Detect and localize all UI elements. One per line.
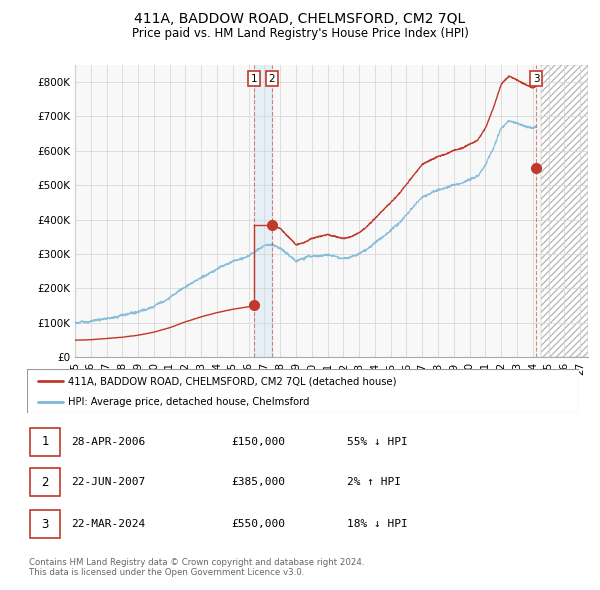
Text: 2: 2: [269, 74, 275, 84]
Text: 411A, BADDOW ROAD, CHELMSFORD, CM2 7QL: 411A, BADDOW ROAD, CHELMSFORD, CM2 7QL: [134, 12, 466, 26]
Text: 28-APR-2006: 28-APR-2006: [71, 437, 145, 447]
Text: 18% ↓ HPI: 18% ↓ HPI: [347, 519, 408, 529]
Bar: [30, 428, 60, 455]
Text: 1: 1: [41, 435, 49, 448]
Bar: [30, 468, 60, 496]
Text: 2: 2: [41, 476, 49, 489]
Bar: [254, 65, 272, 357]
Text: Contains HM Land Registry data © Crown copyright and database right 2024.
This d: Contains HM Land Registry data © Crown c…: [29, 558, 364, 577]
Text: 22-MAR-2024: 22-MAR-2024: [71, 519, 145, 529]
Text: 55% ↓ HPI: 55% ↓ HPI: [347, 437, 408, 447]
Text: £550,000: £550,000: [231, 519, 285, 529]
Text: £385,000: £385,000: [231, 477, 285, 487]
Text: Price paid vs. HM Land Registry's House Price Index (HPI): Price paid vs. HM Land Registry's House …: [131, 27, 469, 40]
Bar: [30, 510, 60, 538]
Text: 2% ↑ HPI: 2% ↑ HPI: [347, 477, 401, 487]
Text: 3: 3: [41, 517, 49, 530]
Text: HPI: Average price, detached house, Chelmsford: HPI: Average price, detached house, Chel…: [68, 397, 310, 407]
Text: 411A, BADDOW ROAD, CHELMSFORD, CM2 7QL (detached house): 411A, BADDOW ROAD, CHELMSFORD, CM2 7QL (…: [68, 376, 397, 386]
Text: 22-JUN-2007: 22-JUN-2007: [71, 477, 145, 487]
Text: 1: 1: [250, 74, 257, 84]
Text: £150,000: £150,000: [231, 437, 285, 447]
Text: 3: 3: [533, 74, 539, 84]
